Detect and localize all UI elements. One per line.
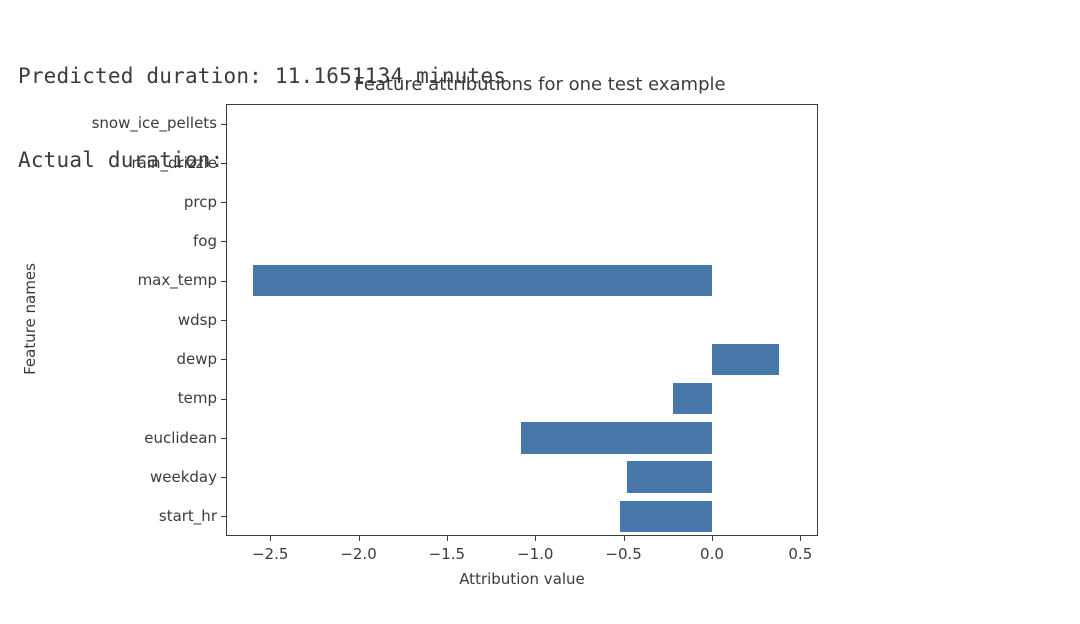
y-tick (221, 281, 226, 282)
x-tick-label: −1.5 (417, 545, 477, 563)
y-tick (221, 477, 226, 478)
bar (712, 344, 779, 375)
x-tick-label: −0.5 (594, 545, 654, 563)
y-tick (221, 516, 226, 517)
bar (253, 265, 712, 296)
bar (620, 501, 712, 532)
y-tick (221, 163, 226, 164)
y-axis-label: Feature names (21, 219, 39, 419)
x-tick (800, 536, 801, 541)
y-tick (221, 359, 226, 360)
y-tick (221, 124, 226, 125)
x-tick-label: 0.0 (682, 545, 742, 563)
y-tick (221, 320, 226, 321)
y-tick-label: temp (178, 389, 217, 407)
y-tick-label: start_hr (159, 507, 217, 525)
y-tick-label: wdsp (178, 311, 217, 329)
bar (673, 383, 712, 414)
feature-attribution-chart: Feature attributions for one test exampl… (0, 70, 1080, 624)
bar (627, 461, 712, 492)
bar (521, 422, 712, 453)
x-tick-label: −2.5 (240, 545, 300, 563)
y-tick-label: euclidean (144, 429, 217, 447)
y-tick-label: snow_ice_pellets (92, 114, 217, 132)
y-tick (221, 438, 226, 439)
y-tick-label: max_temp (138, 271, 217, 289)
y-tick-label: dewp (176, 350, 217, 368)
plot-area (226, 104, 818, 536)
x-tick-label: 0.5 (770, 545, 830, 563)
x-tick (447, 536, 448, 541)
chart-title: Feature attributions for one test exampl… (0, 74, 1080, 95)
page-root: Predicted duration: 11.1651134 minutes A… (0, 0, 1080, 624)
x-tick (712, 536, 713, 541)
x-tick-label: −2.0 (329, 545, 389, 563)
x-tick-label: −1.0 (505, 545, 565, 563)
x-tick (359, 536, 360, 541)
y-tick (221, 399, 226, 400)
y-tick-label: weekday (150, 468, 217, 486)
x-axis-label: Attribution value (226, 570, 818, 588)
x-tick (624, 536, 625, 541)
y-tick (221, 202, 226, 203)
y-tick-label: rain_drizzle (131, 154, 217, 172)
x-tick (270, 536, 271, 541)
y-tick (221, 241, 226, 242)
x-tick (535, 536, 536, 541)
y-tick-label: prcp (184, 193, 217, 211)
y-tick-label: fog (193, 232, 217, 250)
